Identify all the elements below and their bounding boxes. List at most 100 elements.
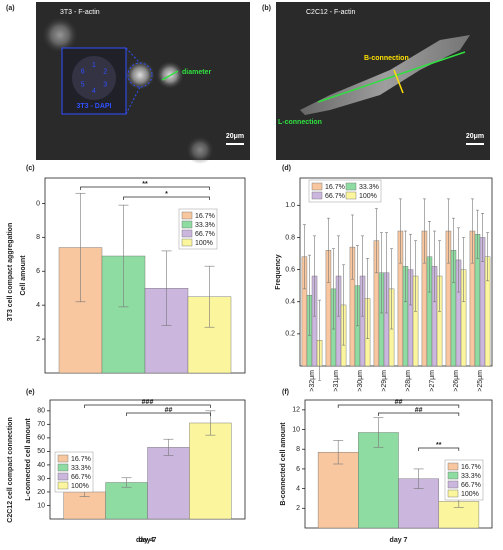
error-bar [414,240,418,312]
error-bar [398,198,402,264]
error-bar [385,232,389,314]
scale-label: 20μm [466,133,484,140]
bar [147,447,190,520]
significance-label: ### [142,399,154,406]
y-tick-label: 4 [36,302,40,309]
measure-label: diameter [182,69,211,76]
row-label: C2C12 cell compact connection [7,417,14,522]
y-tick-label: 50 [37,448,45,455]
error-bar [475,209,479,259]
y-tick-label: 40 [37,462,45,469]
nucleus-number: 2 [103,68,107,75]
error-bar [438,240,442,312]
x-tick-label: >28μm [405,370,412,392]
error-bar [373,417,384,448]
y-tick-label: 6 [296,466,300,473]
error-bar [342,264,346,346]
x-tick-label: >29μm [381,370,388,392]
error-bar [409,233,413,306]
error-bar [374,208,378,274]
y-tick-label: 2 [296,505,300,512]
legend-label: 100% [71,483,89,490]
nucleus-number: 6 [81,68,85,75]
measure-label: B-connection [364,55,409,62]
error-bar [481,213,485,262]
error-bar [451,217,455,283]
significance-label: ## [165,407,173,414]
inset-label: 3T3 - DAPI [76,103,111,110]
legend-swatch [447,489,459,498]
error-bar [486,232,490,282]
x-tick-label: day 4 [136,537,154,544]
legend-swatch [181,220,193,229]
y-tick-label: 20 [37,489,45,496]
error-bar [337,235,341,317]
legend-label: 100% [461,491,479,498]
y-tick-label: 1.0 [285,202,295,209]
panel-letter: (c) [26,165,35,172]
legend-label: 33.3% [195,222,215,229]
panel-letter: (b) [262,5,271,12]
x-tick-label: >26μm [453,370,460,392]
cell [125,60,155,90]
x-tick-label: >25μm [477,370,484,392]
x-tick-label: day 7 [390,537,408,544]
nucleus-number: 3 [103,81,107,88]
legend-label: 66.7% [195,231,215,238]
error-bar [302,224,306,290]
error-bar [318,299,322,381]
significance-bracket [126,412,211,416]
legend-label: 33.3% [359,184,379,191]
row-label: 3T3 cell compact aggregation [7,223,14,321]
significance-bracket [337,404,460,408]
legend-swatch [57,481,69,490]
legend-label: 100% [195,240,213,247]
error-bar [326,217,330,283]
nucleus-number: 5 [81,81,85,88]
legend-swatch [57,463,69,472]
y-axis-label: B-connected cell amount [280,422,287,506]
nucleus-number: 1 [92,62,96,69]
y-tick-label: 0.2 [285,331,295,338]
cell [42,17,78,53]
y-axis-label: Frequency [275,254,282,290]
error-bar [413,468,424,489]
panel-letter: (a) [6,5,15,12]
scale-label: 20μm [226,133,244,140]
error-bar [470,198,474,264]
x-tick-label: >30μm [357,370,364,392]
error-bar [427,221,431,293]
legend-swatch [345,182,357,191]
error-bar [403,230,407,303]
image-title: C2C12 - F-actin [306,9,356,16]
error-bar [331,248,335,330]
legend-label: 16.7% [325,184,345,191]
legend-label: 33.3% [461,473,481,480]
significance-bracket [123,196,210,200]
bar [317,451,359,529]
significance-label: * [165,191,168,198]
y-tick-label: 30 [37,475,45,482]
legend-swatch [181,211,193,220]
significance-label: ** [142,181,148,188]
y-tick-label: 60 [37,435,45,442]
legend-label: 16.7% [71,456,91,463]
y-tick-label: 6 [36,268,40,275]
legend-label: 66.7% [71,474,91,481]
panel-letter: (e) [26,389,35,396]
y-tick-label: 70 [37,421,45,428]
error-bar [422,198,426,264]
y-tick-label: 2 [36,336,40,343]
y-tick-label: 4 [296,485,300,492]
significance-bracket [378,412,460,416]
legend-swatch [57,472,69,481]
legend-label: 66.7% [461,482,481,489]
legend-label: 33.3% [71,465,91,472]
error-bar [361,235,365,317]
legend-swatch [181,238,193,247]
y-tick-label: 12 [292,407,300,414]
error-bar [118,204,129,308]
error-bar [355,245,359,327]
error-bar [161,250,172,326]
